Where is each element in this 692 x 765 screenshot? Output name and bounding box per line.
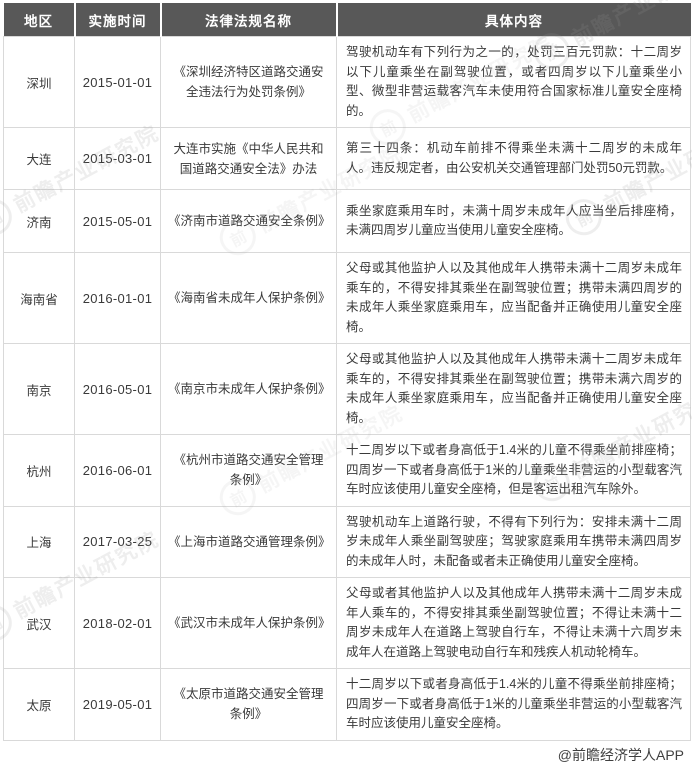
region-cell: 济南	[3, 189, 75, 253]
region-cell: 海南省	[3, 252, 75, 344]
date-cell: 2015-03-01	[74, 127, 161, 190]
date-cell: 2015-05-01	[74, 189, 161, 253]
content-cell: 乘坐家庭乘用车时，未满十周岁未成年人应当坐后排座椅，未满四周岁儿童应当使用儿童安…	[336, 189, 691, 253]
content-cell: 父母或者其他监护人以及其他成年人携带未满十二周岁未成年人乘车的，不得安排其乘坐副…	[336, 577, 691, 669]
law-cell: 《太原市道路交通安全管理条例》	[160, 668, 337, 741]
table-header: 地区 实施时间 法律法规名称 具体内容	[3, 3, 691, 37]
date-cell: 2017-03-25	[74, 505, 161, 578]
region-cell: 南京	[3, 343, 75, 435]
content-cell: 父母或其他监护人以及其他成年人携带未满十二周岁未成年乘车的，不得安排其乘坐在副驾…	[336, 252, 691, 344]
law-cell: 《武汉市未成年人保护条例》	[160, 577, 337, 669]
law-cell: 《深圳经济特区道路交通安全违法行为处罚条例》	[160, 36, 337, 128]
date-cell: 2016-06-01	[74, 434, 161, 507]
header-content: 具体内容	[335, 3, 691, 37]
law-cell: 《杭州市道路交通安全管理条例》	[160, 434, 337, 507]
region-cell: 深圳	[3, 36, 75, 128]
table-row: 深圳 2015-01-01 《深圳经济特区道路交通安全违法行为处罚条例》 驾驶机…	[3, 36, 691, 128]
law-cell: 《南京市未成年人保护条例》	[160, 343, 337, 435]
date-cell: 2016-01-01	[74, 252, 161, 344]
header-date: 实施时间	[73, 3, 161, 37]
source-credit: @前瞻经济学人APP	[557, 746, 684, 763]
table-row: 海南省 2016-01-01 《海南省未成年人保护条例》 父母或其他监护人以及其…	[3, 252, 691, 344]
table-row: 南京 2016-05-01 《南京市未成年人保护条例》 父母或其他监护人以及其他…	[3, 343, 691, 435]
region-cell: 武汉	[3, 577, 75, 669]
regulations-table: 地区 实施时间 法律法规名称 具体内容 深圳 2015-01-01 《深圳经济特…	[3, 3, 691, 741]
table-row: 太原 2019-05-01 《太原市道路交通安全管理条例》 十二周岁以下或者身高…	[3, 668, 691, 741]
content-cell: 驾驶机动车上道路行驶，不得有下列行为：安排未满十二周岁未成年人乘坐副驾驶座；驾驶…	[336, 505, 691, 578]
date-cell: 2019-05-01	[74, 668, 161, 741]
date-cell: 2016-05-01	[74, 343, 161, 435]
table-row: 上海 2017-03-25 《上海市道路交通管理条例》 驾驶机动车上道路行驶，不…	[3, 505, 691, 578]
header-region: 地区	[3, 3, 75, 37]
content-cell: 十二周岁以下或者身高低于1.4米的儿童不得乘坐前排座椅；四周岁一下或者身高低于1…	[336, 668, 691, 741]
table-row: 杭州 2016-06-01 《杭州市道路交通安全管理条例》 十二周岁以下或者身高…	[3, 434, 691, 507]
table-row: 武汉 2018-02-01 《武汉市未成年人保护条例》 父母或者其他监护人以及其…	[3, 577, 691, 669]
table-row: 大连 2015-03-01 大连市实施《中华人民共和国道路交通安全法》办法 第三…	[3, 127, 691, 190]
table-body: 深圳 2015-01-01 《深圳经济特区道路交通安全违法行为处罚条例》 驾驶机…	[3, 36, 691, 741]
law-cell: 《海南省未成年人保护条例》	[160, 252, 337, 344]
region-cell: 太原	[3, 668, 75, 741]
law-cell: 大连市实施《中华人民共和国道路交通安全法》办法	[160, 127, 337, 190]
region-cell: 上海	[3, 505, 75, 578]
table-row: 济南 2015-05-01 《济南市道路交通安全条例》 乘坐家庭乘用车时，未满十…	[3, 189, 691, 253]
content-cell: 十二周岁以下或者身高低于1.4米的儿童不得乘坐前排座椅；四周岁一下或者身高低于1…	[336, 434, 691, 507]
law-cell: 《上海市道路交通管理条例》	[160, 505, 337, 578]
header-law: 法律法规名称	[159, 3, 337, 37]
header-row: 地区 实施时间 法律法规名称 具体内容	[3, 3, 691, 37]
content-cell: 父母或其他监护人以及其他成年人携带未满十二周岁未成年乘车的，不得安排其乘坐在副驾…	[336, 343, 691, 435]
law-cell: 《济南市道路交通安全条例》	[160, 189, 337, 253]
content-cell: 驾驶机动车有下列行为之一的，处罚三百元罚款：十二周岁以下儿童乘坐在副驾驶位置，或…	[336, 36, 691, 128]
region-cell: 大连	[3, 127, 75, 190]
content-cell: 第三十四条：机动车前排不得乘坐未满十二周岁的未成年人。违反规定者，由公安机关交通…	[336, 127, 691, 190]
region-cell: 杭州	[3, 434, 75, 507]
date-cell: 2018-02-01	[74, 577, 161, 669]
date-cell: 2015-01-01	[74, 36, 161, 128]
